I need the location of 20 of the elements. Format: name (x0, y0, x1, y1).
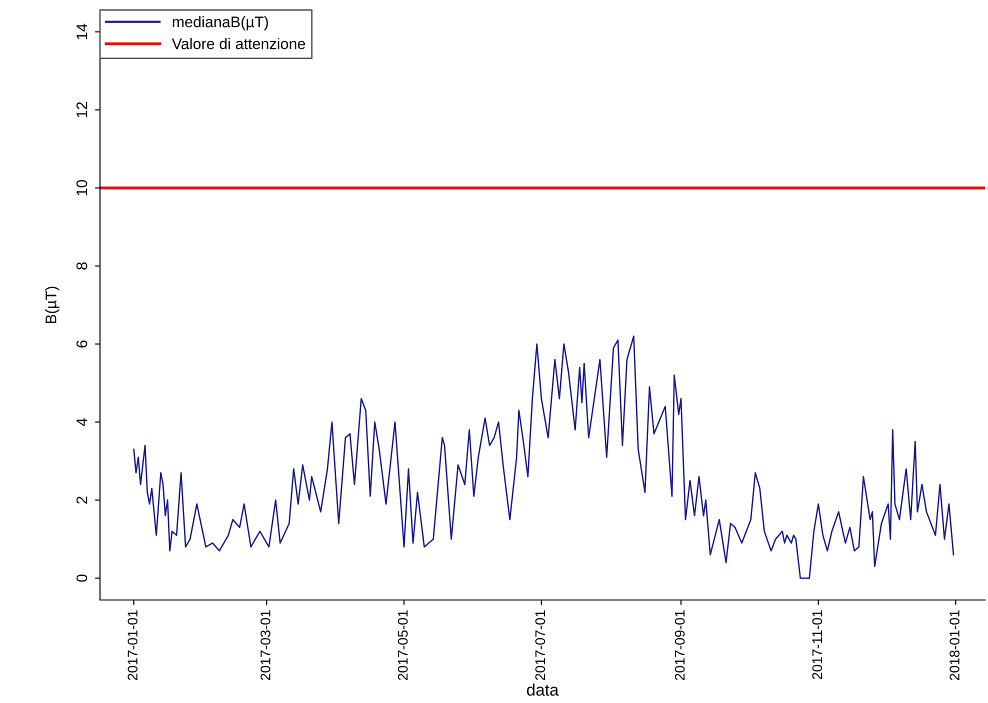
x-axis-title: data (526, 684, 559, 696)
x-tick-label: 2017-09-01 (674, 610, 685, 680)
y-tick-label: 12 (76, 102, 88, 118)
y-tick-label: 10 (76, 180, 88, 196)
y-axis-title: B(µT) (45, 286, 60, 323)
line-series (133, 336, 954, 579)
x-tick-label: 2018-01-01 (950, 610, 960, 680)
x-tick-label: 2017-07-01 (535, 610, 546, 680)
y-tick-label: 8 (76, 262, 88, 270)
y-tick-label: 2 (76, 496, 88, 504)
legend-label: Valore di attenzione (172, 38, 306, 50)
y-tick-label: 0 (76, 574, 88, 582)
legend-label: medianaB(µT) (172, 16, 268, 30)
x-tick-label: 2017-03-01 (260, 610, 270, 680)
x-tick-label: 2017-11-01 (812, 610, 822, 680)
x-tick-label: 2017-05-01 (398, 610, 408, 680)
x-tick-label: 2017-01-01 (128, 610, 138, 680)
y-tick-label: 4 (76, 418, 88, 426)
y-tick-label: 6 (76, 340, 88, 348)
y-tick-label: 14 (76, 24, 88, 40)
